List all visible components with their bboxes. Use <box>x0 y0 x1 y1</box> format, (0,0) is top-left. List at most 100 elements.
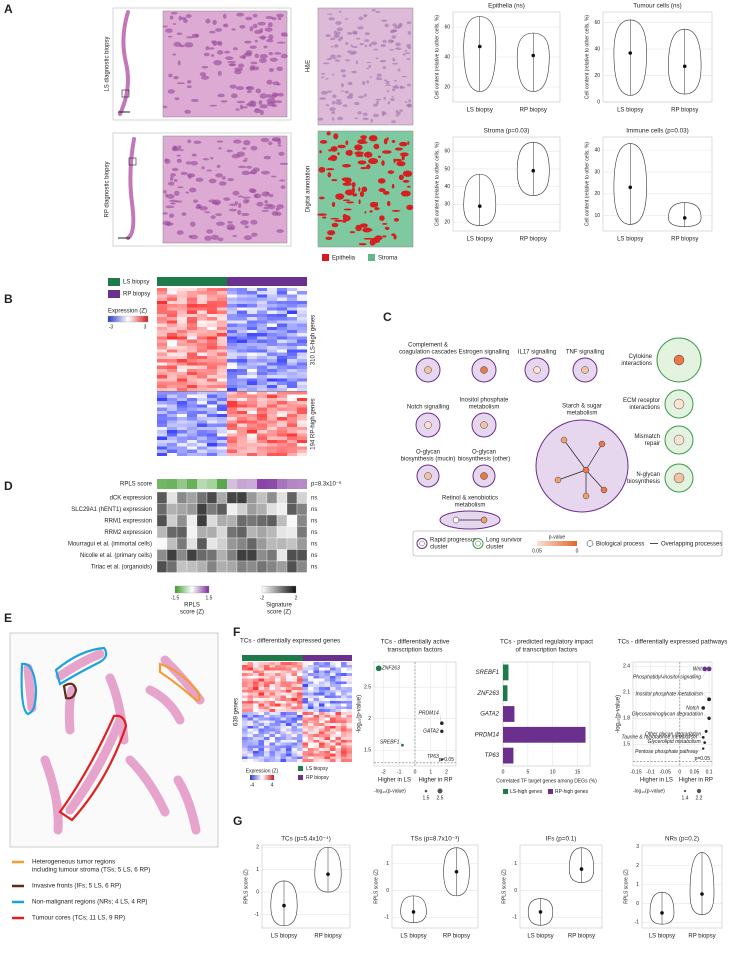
heatmap-cell <box>308 703 314 707</box>
heatmap-cell <box>313 687 319 690</box>
heatmap-cell <box>267 404 277 408</box>
tissue-texture <box>244 225 249 229</box>
heatmap-cell <box>217 336 227 340</box>
heatmap-cell <box>197 336 207 340</box>
tissue-texture <box>321 90 328 95</box>
heatmap-cell <box>297 384 307 389</box>
region-outline <box>54 646 108 686</box>
point-label: GATA2 <box>423 729 439 735</box>
heatmap-cell <box>177 414 187 418</box>
signature-cell <box>276 503 288 516</box>
heatmap-cell <box>217 443 227 447</box>
heatmap-cell <box>167 430 177 434</box>
heatmap-cell <box>207 330 217 334</box>
overlap-edge <box>557 469 587 481</box>
tissue-texture <box>225 56 234 61</box>
p-label: ns <box>311 518 317 524</box>
annotation-blob <box>362 227 372 233</box>
annotation-blob <box>337 144 346 149</box>
tissue-texture <box>186 85 192 89</box>
heatmap-cell <box>167 291 177 295</box>
heatmap-cell <box>313 703 319 707</box>
tissue-texture <box>337 116 344 121</box>
tissue-texture <box>168 181 175 186</box>
heatmap-cell <box>247 365 257 369</box>
heatmap-cell <box>247 378 257 382</box>
tissue-texture <box>376 100 379 105</box>
heatmap-cell <box>247 739 253 743</box>
heatmap-cell <box>187 439 197 444</box>
heatmap-cell <box>187 388 197 392</box>
tissue-strip <box>145 685 185 725</box>
median-point <box>454 869 459 874</box>
heatmap-cell <box>330 670 336 674</box>
heatmap-cell <box>187 384 197 389</box>
heatmap-cell <box>302 725 308 729</box>
node-label: repair <box>645 441 660 447</box>
heatmap-cell <box>177 352 187 357</box>
heatmap-cell <box>302 731 308 735</box>
heatmap-cell <box>287 410 297 415</box>
heatmap-cell <box>286 698 292 702</box>
heatmap-cell <box>207 449 217 453</box>
y-tick-label: 50 <box>444 166 450 172</box>
heatmap-cell <box>217 439 227 444</box>
tissue-texture <box>346 50 352 53</box>
heatmap-cell <box>313 689 319 693</box>
tissue-texture <box>351 70 357 74</box>
heatmap-cell <box>302 737 308 740</box>
heatmap-cell <box>247 404 257 408</box>
heatmap-cell <box>227 297 237 302</box>
heatmap-cell <box>286 662 292 665</box>
heatmap-cell <box>319 739 325 743</box>
heatmap-cell <box>197 352 207 357</box>
heatmap-cell <box>302 673 308 677</box>
row-label: RRM1 expression <box>104 518 152 524</box>
tissue-texture <box>242 147 247 150</box>
plot-frame <box>602 136 713 232</box>
score-cell <box>247 479 257 489</box>
tissue-texture <box>231 154 240 159</box>
tissue-texture <box>250 219 258 225</box>
heatmap-cell <box>275 745 281 749</box>
heatmap-cell <box>247 426 257 431</box>
heatmap-cell <box>217 417 227 421</box>
heatmap-cell <box>313 692 319 696</box>
tissue-texture <box>404 101 408 103</box>
heatmap-cell <box>217 381 227 386</box>
x-tick-label: 0.1 <box>706 769 713 775</box>
heatmap-cell <box>257 294 267 298</box>
heatmap-cell <box>280 687 286 690</box>
legend-swatch <box>298 766 303 771</box>
heatmap-cell <box>157 372 167 376</box>
legend-label: Invasive fronts (IFs; 5 LS, 6 RP) <box>32 883 121 890</box>
heatmap-cell <box>247 407 257 411</box>
heatmap-cell <box>346 728 352 732</box>
heatmap-cell <box>277 330 287 334</box>
heatmap-cell <box>247 297 257 302</box>
heatmap-cell <box>302 703 308 707</box>
annotation-blob <box>363 151 373 158</box>
heatmap-cell <box>287 388 297 392</box>
heatmap-cell <box>187 391 197 395</box>
tissue-texture <box>169 199 178 202</box>
signature-cell <box>246 549 258 562</box>
tissue-texture <box>177 145 182 150</box>
heatmap-cell <box>267 391 277 395</box>
heatmap-cell <box>207 423 217 428</box>
heatmap-cell <box>297 449 307 453</box>
signature-cell <box>226 503 238 516</box>
heatmap-cell <box>247 695 253 699</box>
tissue-texture <box>344 90 349 94</box>
group-bar <box>157 277 227 286</box>
tissue-texture <box>172 23 177 25</box>
heatmap-cell <box>258 681 264 685</box>
heatmap-cell <box>308 684 314 688</box>
heatmap-cell <box>177 375 187 379</box>
heatmap-cell <box>267 443 277 447</box>
tissue-texture <box>389 98 396 101</box>
tissue-texture <box>399 85 404 89</box>
tissue-texture <box>273 100 283 104</box>
heatmap-cell <box>257 414 267 418</box>
heatmap-cell <box>286 706 292 710</box>
